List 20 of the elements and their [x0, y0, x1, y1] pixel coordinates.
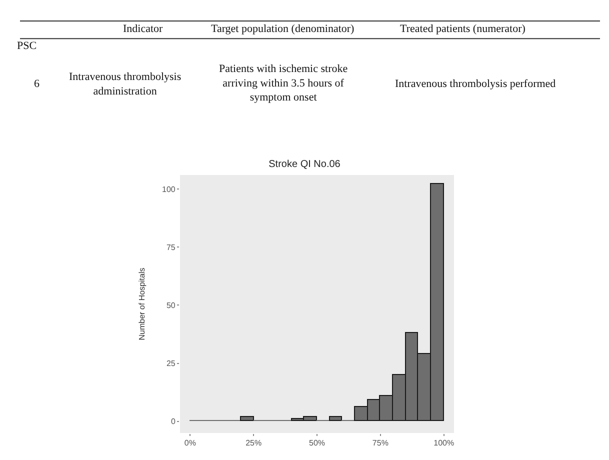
text: PSC [17, 40, 37, 52]
y-tick-label: 50 [166, 300, 176, 310]
chart-title: Stroke QI No.06 [268, 159, 341, 170]
x-tick-label: 50% [308, 438, 326, 448]
text: Indicator [123, 23, 164, 35]
text: Intravenous thrombolysis administration [69, 71, 182, 98]
x-tick-label: 0% [184, 438, 196, 448]
text: Intravenous thrombolysis performed [395, 78, 556, 90]
y-axis-title: Number of Hospitals [138, 268, 147, 340]
y-tick-label: 0 [170, 417, 176, 426]
text: 6 [34, 78, 40, 90]
text: Patients with ischemic stroke arriving within 3.5 hours of symptom onset [219, 63, 348, 104]
text: Treated patients (numerator) [400, 23, 526, 35]
y-tick-label: 25 [166, 359, 176, 368]
text: Target population (denominator) [211, 23, 355, 35]
x-tick-label: 100% [434, 438, 454, 448]
x-tick-label: 25% [246, 438, 262, 448]
y-tick-label: 75 [166, 242, 176, 252]
y-tick-label: 100 [162, 184, 176, 194]
x-tick-label: 75% [372, 438, 388, 448]
